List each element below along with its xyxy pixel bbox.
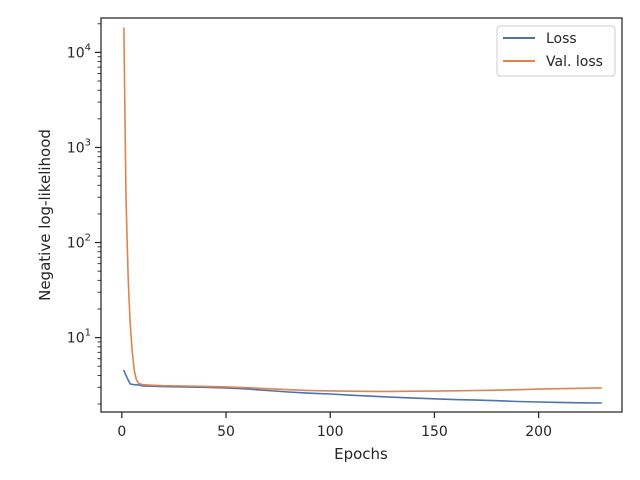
- x-tick-label: 0: [117, 424, 126, 440]
- series-line-val-loss: [123, 27, 602, 393]
- y-tick-label: 103: [67, 137, 91, 156]
- series-layer: [123, 27, 602, 404]
- legend: Loss Val. loss: [496, 25, 616, 77]
- series-line-loss: [123, 369, 602, 404]
- x-axis-title: Epochs: [334, 445, 388, 463]
- legend-label-val-loss: Val. loss: [546, 54, 603, 70]
- y-axis-title: Negative log-likelihood: [36, 129, 54, 301]
- x-tick-label: 200: [525, 424, 552, 440]
- y-axis: 101 102 103 104: [67, 23, 101, 405]
- y-tick-label: 101: [67, 328, 91, 347]
- plot-frame: [100, 17, 623, 413]
- x-tick-label: 100: [317, 424, 344, 440]
- y-tick-label: 104: [67, 42, 91, 61]
- y-tick-label: 102: [67, 233, 91, 252]
- x-tick-label: 150: [421, 424, 448, 440]
- x-tick-label: 50: [217, 424, 235, 440]
- legend-label-loss: Loss: [546, 31, 577, 47]
- plot-area: [101, 18, 622, 412]
- x-axis: 0 50 100 150 200: [117, 412, 552, 440]
